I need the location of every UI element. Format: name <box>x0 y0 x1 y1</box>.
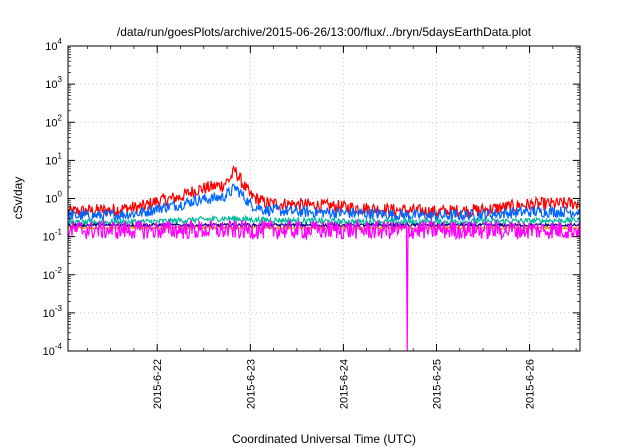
y-tick-label: 102 <box>45 113 62 129</box>
y-tick-exponent: -3 <box>55 304 63 313</box>
series-line <box>67 165 581 220</box>
y-tick-base: 10 <box>45 41 57 53</box>
x-axis-label: Coordinated Universal Time (UTC) <box>232 432 416 446</box>
y-tick-label: 101 <box>45 151 62 167</box>
y-tick-exponent: 3 <box>58 75 63 84</box>
y-tick-exponent: 2 <box>58 113 63 122</box>
y-tick-exponent: 4 <box>58 37 63 46</box>
y-tick-label: 100 <box>45 190 62 206</box>
y-tick-base: 10 <box>45 155 57 167</box>
y-tick-label: 104 <box>45 37 62 53</box>
y-tick-base: 10 <box>45 194 57 206</box>
y-tick-exponent: -4 <box>55 342 63 351</box>
y-tick-label: 10-2 <box>43 266 63 282</box>
y-tick-exponent: -1 <box>55 228 63 237</box>
y-tick-label: 103 <box>45 75 62 91</box>
y-axis-label: cSv/day <box>11 177 25 220</box>
y-tick-exponent: 1 <box>58 151 63 160</box>
y-tick-exponent: -2 <box>55 266 63 275</box>
series-line <box>67 214 581 227</box>
x-axis: 2015-6-22 2015-6-23 2015-6-24 2015-6-25 2015… <box>87 46 577 409</box>
y-tick-exponent: 0 <box>58 190 63 199</box>
x-tick-label: 2015-6-26 <box>525 359 537 409</box>
y-tick-base: 10 <box>45 117 57 129</box>
series-group <box>67 165 581 352</box>
y-tick-label: 10-3 <box>43 304 63 320</box>
x-tick-label: 2015-6-24 <box>338 359 350 409</box>
y-tick-base: 10 <box>43 270 55 282</box>
y-tick-base: 10 <box>43 308 55 320</box>
y-tick-label: 10-1 <box>43 228 63 244</box>
y-tick-label: 10-4 <box>43 342 63 358</box>
x-tick-label: 2015-6-23 <box>245 359 257 409</box>
chart-title: /data/run/goesPlots/archive/2015-06-26/1… <box>117 25 532 39</box>
grid <box>68 46 580 351</box>
x-tick-label: 2015-6-22 <box>152 359 164 409</box>
y-tick-base: 10 <box>43 232 55 244</box>
series-line <box>67 221 581 229</box>
series-line <box>67 183 581 222</box>
y-tick-base: 10 <box>43 346 55 358</box>
y-tick-base: 10 <box>45 79 57 91</box>
x-tick-label: 2015-6-25 <box>431 359 443 409</box>
series-line <box>67 218 581 352</box>
